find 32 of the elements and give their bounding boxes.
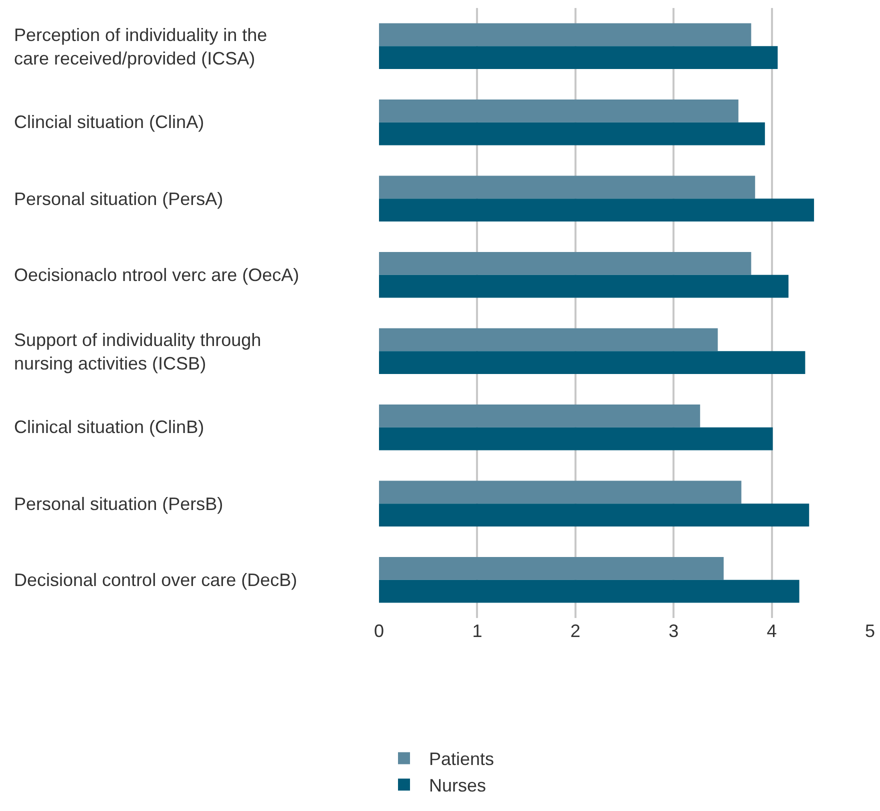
- y-tick-label: Clincial situation (ClinA): [14, 112, 204, 132]
- y-tick-label: Perception of individuality in the care received/provided (ICSA): [14, 25, 268, 68]
- bar: [379, 252, 752, 275]
- x-tick-label: 2: [570, 621, 580, 641]
- bar: [379, 557, 724, 580]
- bar: [379, 427, 773, 450]
- bar: [379, 122, 765, 146]
- y-tick-label: Support of individuality through nursing activities (ICSB): [14, 330, 262, 374]
- bar: [379, 328, 718, 352]
- y-tick-label: Clinical situation (ClinB): [14, 417, 204, 437]
- bar: [379, 504, 810, 526]
- bar: [379, 23, 752, 46]
- x-tick-label: 3: [668, 621, 679, 641]
- bar: [379, 176, 756, 199]
- bar: [379, 351, 806, 374]
- bar: [379, 480, 742, 504]
- legend-label: Patients: [429, 749, 494, 770]
- x-tick-label: 5: [864, 621, 876, 641]
- bar: [379, 580, 800, 603]
- x-tick-label: 0: [374, 621, 384, 641]
- bar: [379, 46, 778, 69]
- y-tick-label: Personal situation (PersB): [14, 494, 224, 514]
- x-tick-label: 1: [472, 621, 482, 641]
- bar: [379, 198, 814, 222]
- y-tick-label: Oecisionaclo ntrool verc are (OecA): [14, 265, 300, 285]
- x-tick-label: 4: [766, 621, 777, 641]
- y-tick-label: Decisional control over care (DecB): [14, 570, 298, 590]
- bar: [379, 274, 788, 298]
- legend-label: Nurses: [429, 776, 486, 796]
- bar: [379, 404, 700, 428]
- bar: [379, 100, 738, 122]
- y-tick-label: Personal situation (PersA): [14, 189, 224, 209]
